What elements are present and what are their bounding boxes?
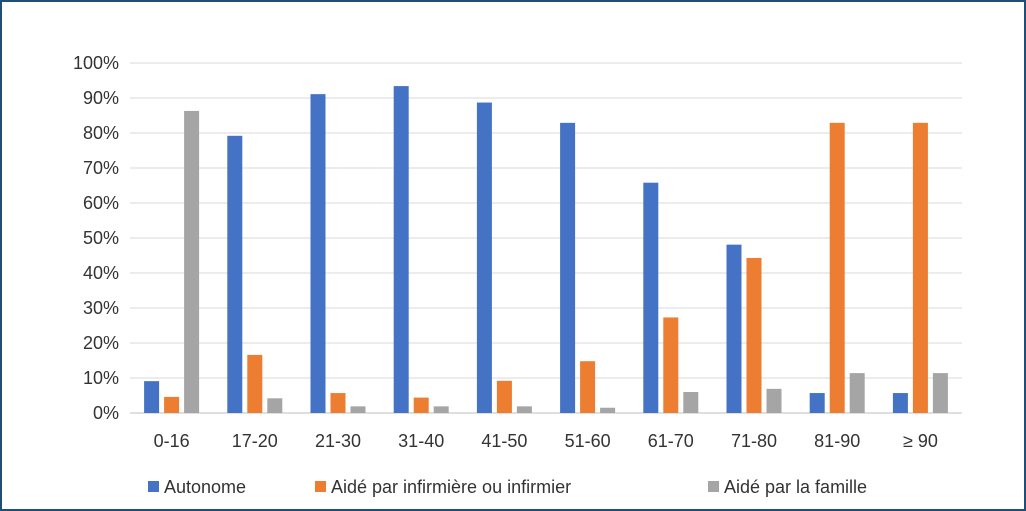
bar [849,373,865,413]
y-tick-label: 0% [93,403,119,423]
bar [746,257,762,413]
x-tick-label: 41-50 [481,431,527,451]
bar [766,388,782,413]
bar [643,182,659,413]
y-tick-label: 70% [83,158,119,178]
legend-swatch [708,481,719,492]
legend-label: Aidé par la famille [724,477,867,497]
bar [726,244,742,413]
bar [310,94,326,414]
legend-swatch [148,481,159,492]
bar [829,122,845,413]
bar [683,392,699,413]
y-tick-label: 20% [83,333,119,353]
bar [144,381,160,413]
x-tick-label: 0-16 [154,431,190,451]
x-axis-tick-labels: 0-16 17-20 21-30 31-40 41-50 51-60 61-70 71-80 8… [154,431,938,451]
bar [350,406,366,413]
bar [227,135,243,414]
bar [516,406,532,413]
legend-label: Aidé par infirmière ou infirmier [331,477,571,497]
bar [393,86,409,413]
bar [433,406,449,413]
y-tick-label: 30% [83,298,119,318]
legend-swatch [315,481,326,492]
y-tick-label: 60% [83,193,119,213]
x-tick-label: 51-60 [565,431,611,451]
x-tick-label: 21-30 [315,431,361,451]
bar [184,110,200,413]
x-tick-label: 17-20 [232,431,278,451]
y-axis-tick-labels: 0% 10% 20% 30% 40% 50% 60% 70% 80% 90% 100% [73,53,119,423]
bar [560,122,576,413]
x-tick-label: 31-40 [398,431,444,451]
bar [267,398,283,413]
legend-label: Autonome [164,477,246,497]
bar [330,393,346,413]
bar [600,407,616,413]
x-tick-label: 71-80 [731,431,777,451]
bars [144,86,948,414]
legend: Autonome Aidé par infirmière ou infirmier… [148,477,867,497]
bar [892,393,908,413]
y-tick-label: 100% [73,53,119,73]
y-tick-label: 50% [83,228,119,248]
bar [413,397,429,413]
x-tick-label: 61-70 [648,431,694,451]
gridlines [130,62,962,414]
bar [912,122,928,413]
x-tick-label: ≥ 90 [903,431,938,451]
bar [932,373,948,413]
x-tick-label: 81-90 [814,431,860,451]
bar [663,317,679,413]
bar [580,361,596,413]
y-tick-label: 90% [83,88,119,108]
y-tick-label: 80% [83,123,119,143]
bar [247,354,263,413]
bar [496,380,512,413]
bar [476,102,492,414]
bar [164,396,180,413]
bar [809,393,825,413]
y-tick-label: 40% [83,263,119,283]
y-tick-label: 10% [83,368,119,388]
